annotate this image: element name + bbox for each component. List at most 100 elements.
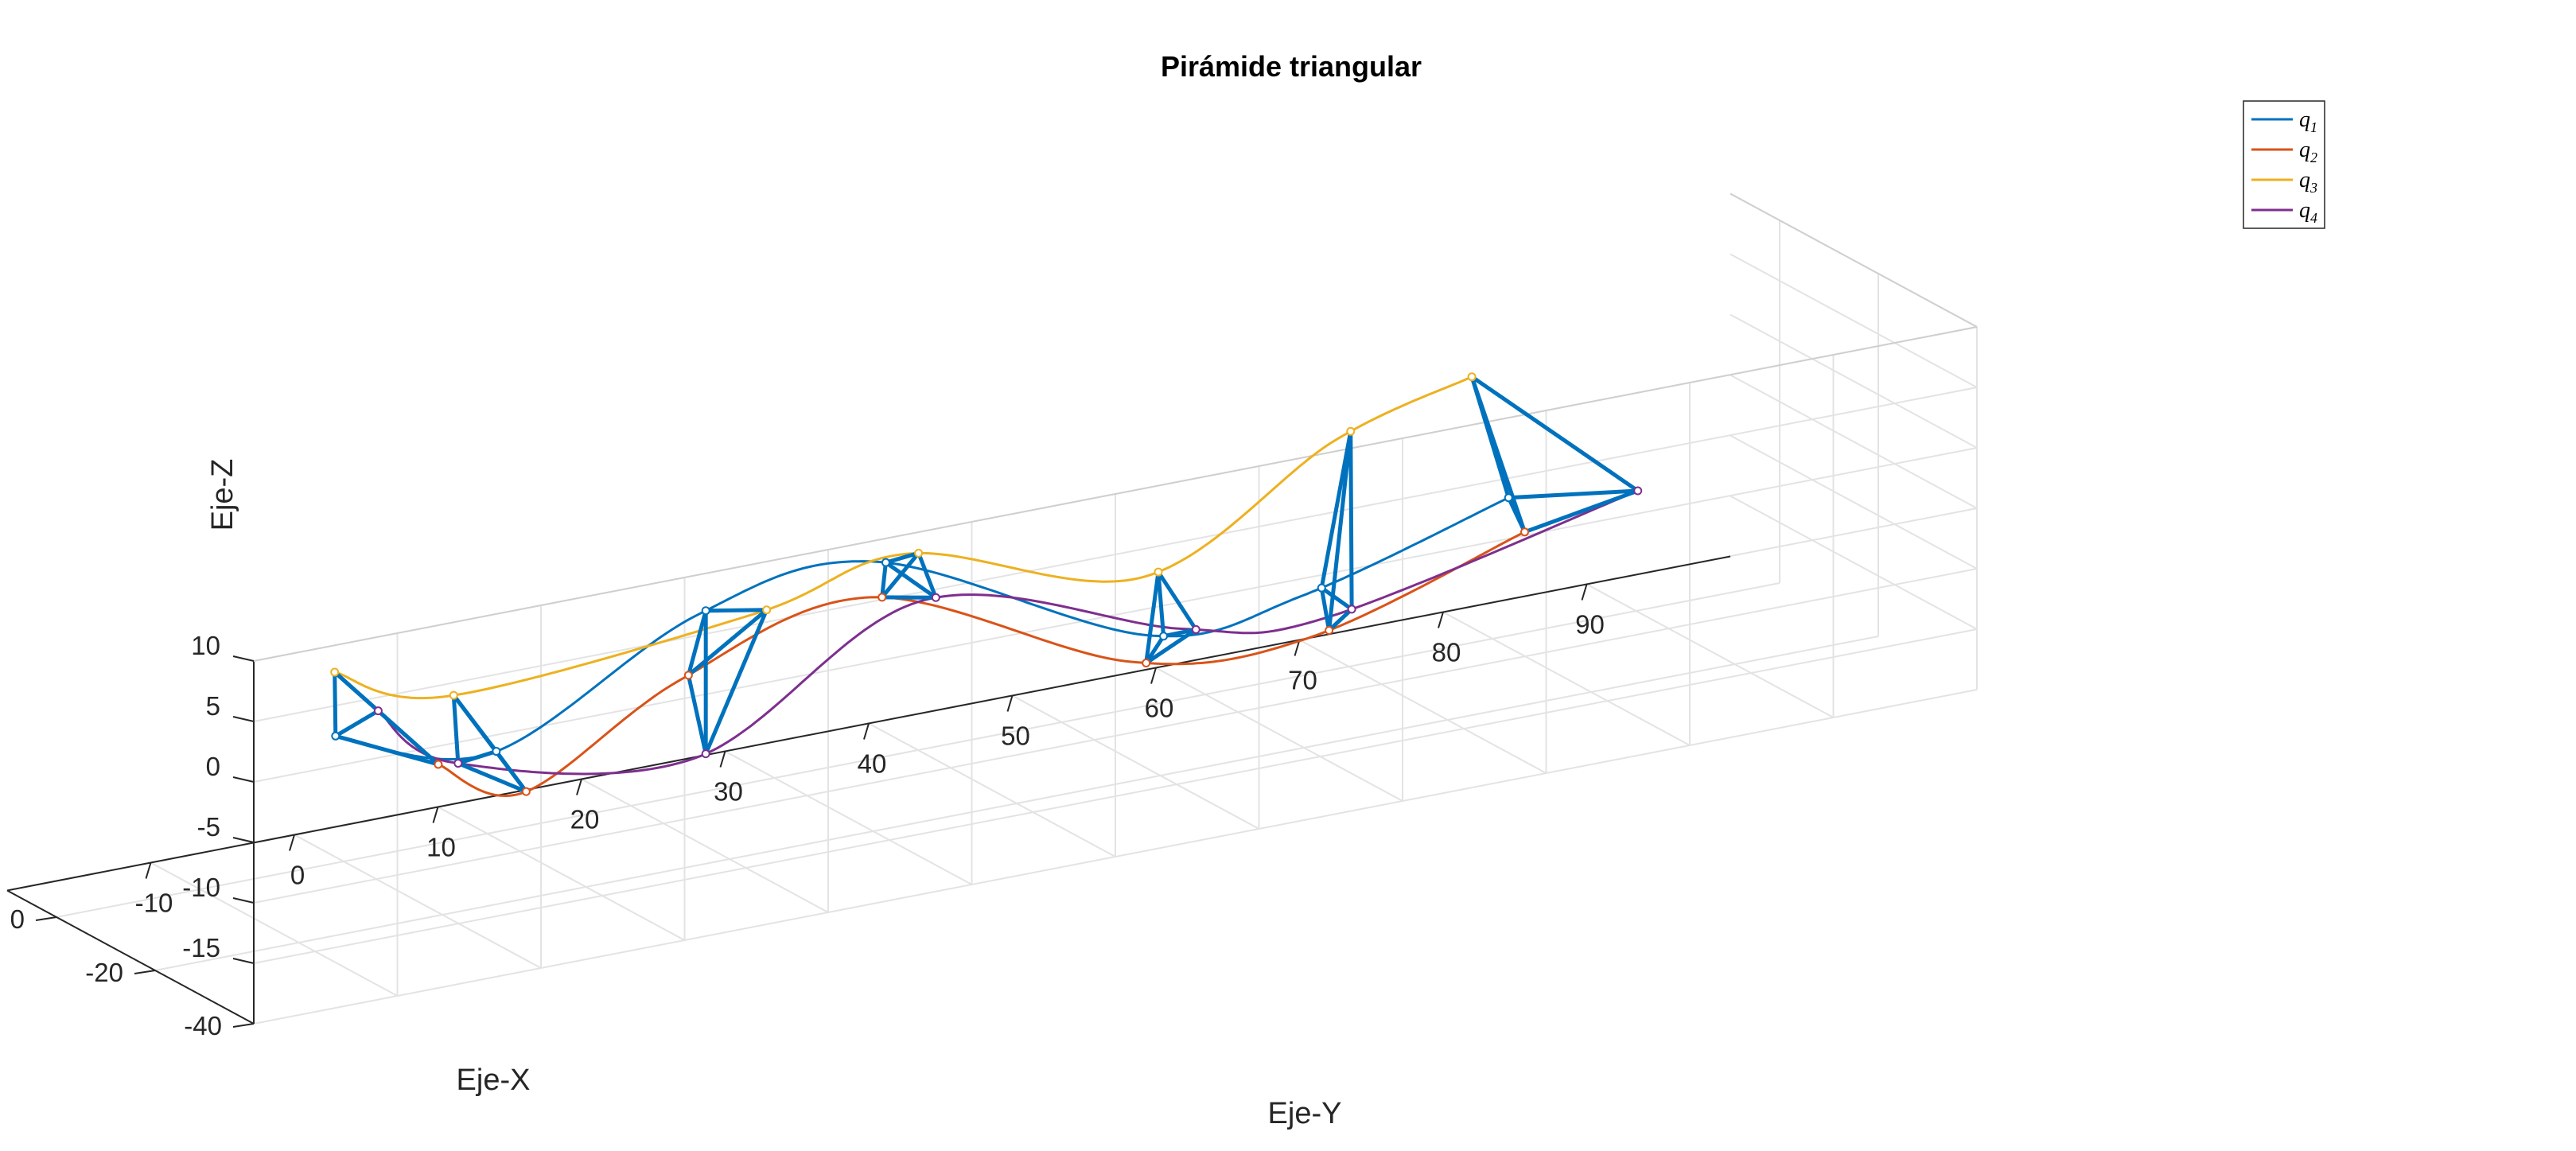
legend-symbol: q — [2299, 138, 2310, 162]
z-tick-label: 0 — [206, 752, 220, 781]
z-tick-label: 10 — [191, 631, 220, 660]
grid-line-y — [294, 834, 542, 969]
grid-line-z — [1730, 313, 1978, 449]
pyramid-vertex — [701, 749, 710, 759]
grid-line-z — [1730, 434, 1978, 570]
pyramid — [449, 690, 531, 796]
y-tick-mark — [1150, 667, 1157, 684]
pyramid-vertex — [1317, 583, 1326, 593]
y-tick-mark — [576, 779, 582, 795]
z-tick-label: -15 — [182, 933, 220, 962]
z-tick-label: 5 — [206, 691, 220, 721]
y-tick-label: 80 — [1432, 638, 1461, 667]
pyramid-vertex — [1154, 567, 1163, 577]
axes — [6, 192, 1978, 1025]
pyramid-edge — [451, 693, 499, 754]
pyramid-vertex — [762, 605, 772, 615]
pyramid-edge — [333, 670, 338, 738]
pyramid-edge — [880, 560, 888, 600]
pyramid-edge — [333, 709, 380, 738]
pyramid-edge — [333, 670, 380, 714]
pyramid-vertex — [1346, 426, 1356, 436]
x-tick-mark — [232, 1023, 255, 1028]
pyramid-vertex — [914, 548, 924, 558]
y-tick-label: 40 — [858, 749, 887, 779]
legend-label: q4 — [2299, 198, 2317, 226]
pyramid-vertex — [331, 731, 340, 741]
x-tick-label: 0 — [10, 904, 25, 934]
z-tick-mark — [232, 837, 255, 843]
pyramid-edge — [880, 550, 921, 600]
legend-symbol: q — [2299, 198, 2310, 223]
grid-line-y — [1442, 611, 1691, 746]
pyramid-edge — [333, 733, 441, 767]
pyramid — [877, 548, 940, 602]
pyramid-edge — [376, 709, 441, 767]
pyramid-edge — [1327, 607, 1354, 633]
pyramid-edge — [1319, 585, 1332, 633]
pyramid-edge — [451, 693, 461, 766]
y-tick-label: 20 — [570, 805, 600, 834]
y-tick-label: 60 — [1145, 694, 1174, 723]
pyramid-vertex — [701, 606, 710, 616]
grid-line-y — [1012, 694, 1259, 830]
pyramid-edge — [1319, 429, 1353, 590]
x-tick-label: -20 — [85, 958, 123, 987]
pyramid — [1467, 372, 1643, 537]
x-axis-line — [6, 889, 255, 1025]
grid-line-z — [253, 387, 1978, 722]
pyramid-edge — [703, 608, 769, 613]
box-edge — [253, 326, 1978, 662]
legend-subscript: 3 — [2309, 180, 2317, 196]
grid-line-y — [581, 778, 829, 913]
legend-label: q1 — [2299, 107, 2317, 135]
y-tick-label: 90 — [1575, 610, 1605, 640]
tick-labels: -10 0 10 20 30 40 50 60 70 80 90 -40 -20 0 -15 -10 -5 0 5 1… — [10, 584, 1605, 1040]
pyramid-vertex — [434, 760, 443, 769]
pyramid-vertex — [449, 690, 458, 700]
grid-line-z — [253, 628, 1978, 964]
z-tick-mark — [232, 716, 255, 722]
grid-lines — [56, 192, 1978, 1025]
pyramid — [683, 605, 772, 759]
legend-symbol: q — [2299, 168, 2310, 192]
grid-line-x — [253, 689, 1978, 1025]
pyramid-vertex — [1633, 486, 1643, 496]
pyramid-vertex — [881, 558, 890, 567]
grid-line-y — [150, 861, 398, 997]
pyramid-edge — [1319, 585, 1354, 612]
legend-label: q2 — [2299, 138, 2317, 165]
pyramid-edge — [1144, 570, 1161, 666]
y-tick-label: 70 — [1288, 666, 1317, 695]
pyramid-vertex — [492, 747, 501, 756]
pyramid-vertex — [373, 706, 383, 716]
pyramid-edge — [456, 749, 499, 766]
y-tick-label: 30 — [714, 777, 743, 807]
x-tick-label: -40 — [184, 1011, 222, 1040]
pyramid-vertex — [683, 671, 693, 680]
pyramid-edge — [1156, 570, 1166, 639]
grid-line-y — [1155, 667, 1403, 802]
pyramid-edge — [686, 673, 708, 756]
grid-line-z — [1730, 495, 1978, 630]
pyramid-edge — [883, 550, 921, 565]
grid-line-x — [56, 582, 1780, 918]
pyramid-edge — [456, 761, 528, 794]
y-tick-label: 50 — [1001, 721, 1030, 751]
x-tick-mark — [35, 916, 57, 921]
legend-subscript: 1 — [2310, 119, 2317, 135]
pyramids — [330, 372, 1643, 796]
x-tick-mark — [134, 970, 156, 974]
pyramid-edge — [1156, 570, 1198, 632]
y-tick-mark — [1294, 640, 1301, 656]
y-tick-label: 10 — [426, 833, 456, 862]
y-tick-label: -10 — [135, 889, 173, 918]
y-tick-mark — [289, 834, 295, 851]
pyramid — [330, 667, 443, 769]
legend-subscript: 2 — [2310, 150, 2317, 165]
pyramid-vertex — [931, 593, 940, 602]
grid-line-z — [1730, 253, 1978, 388]
pyramid-vertex — [330, 667, 340, 677]
